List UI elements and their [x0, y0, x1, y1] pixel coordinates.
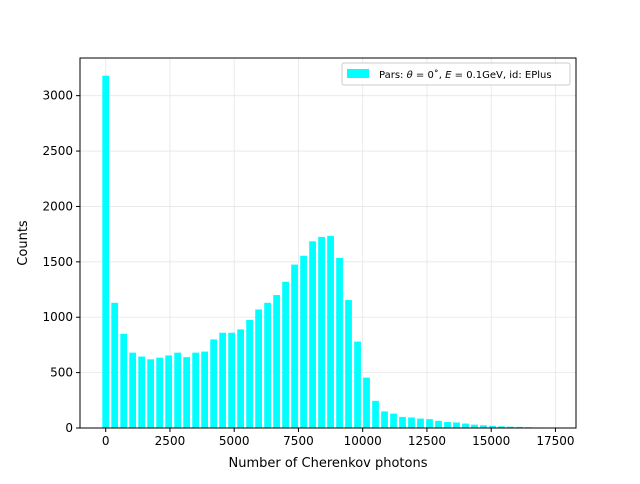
histogram-bar [426, 419, 433, 428]
histogram-bar [201, 352, 208, 428]
histogram-bar [435, 421, 442, 428]
histogram-bar [165, 355, 172, 428]
histogram-bar [318, 237, 325, 428]
y-tick-label: 1000 [42, 310, 73, 324]
legend-swatch [347, 69, 369, 78]
histogram-bar [399, 417, 406, 428]
histogram-bar [372, 401, 379, 428]
x-tick-label: 12500 [408, 434, 446, 448]
y-tick-label: 2000 [42, 199, 73, 213]
histogram-bar [183, 357, 190, 428]
histogram-bar [417, 419, 424, 428]
histogram-bar [282, 282, 289, 428]
histogram-bar [228, 333, 235, 428]
histogram-bar [363, 378, 370, 428]
histogram-bar [381, 411, 388, 428]
histogram-bar [156, 358, 163, 428]
histogram-bar [345, 300, 352, 428]
histogram-bar [390, 414, 397, 428]
histogram-bar [327, 236, 334, 428]
x-axis-label: Number of Cherenkov photons [229, 456, 428, 471]
x-tick-label: 0 [102, 434, 110, 448]
histogram-bar [462, 424, 469, 428]
histogram-bar [174, 353, 181, 428]
histogram-bar [444, 422, 451, 428]
histogram-bar [138, 357, 145, 428]
histogram-bar [237, 329, 244, 428]
legend: Pars: θ = 0˚, E = 0.1GeV, id: EPlus [342, 63, 570, 85]
y-tick-label: 1500 [42, 255, 73, 269]
legend-label: Pars: θ = 0˚, E = 0.1GeV, id: EPlus [379, 69, 552, 81]
histogram-bar [210, 339, 217, 428]
y-tick-label: 0 [65, 421, 73, 435]
x-tick-label: 2500 [155, 434, 186, 448]
histogram-bar [192, 353, 199, 428]
histogram-bar [147, 359, 154, 428]
y-tick-label: 3000 [42, 89, 73, 103]
y-axis-label: Counts [16, 220, 31, 266]
x-tick-label: 5000 [219, 434, 250, 448]
x-tick-label: 10000 [344, 434, 382, 448]
y-tick-label: 2500 [42, 144, 73, 158]
histogram-bar [111, 303, 118, 428]
legend-theta-value: = 0˚, [413, 69, 445, 81]
histogram-bar [273, 295, 280, 428]
histogram-bar [291, 265, 298, 428]
histogram-bar [102, 76, 109, 428]
histogram-bar [408, 417, 415, 428]
y-tick-label: 500 [50, 366, 73, 380]
histogram-bar [120, 334, 127, 428]
histogram-bar [219, 333, 226, 428]
histogram-bar [354, 342, 361, 428]
histogram-bar [336, 258, 343, 428]
legend-energy-value: = 0.1GeV, id: EPlus [452, 70, 552, 81]
x-tick-label: 15000 [472, 434, 510, 448]
legend-prefix: Pars: [379, 70, 407, 81]
histogram-bar [129, 353, 136, 428]
histogram-bar [255, 309, 262, 428]
histogram-bar [453, 422, 460, 428]
histogram-bar [300, 256, 307, 428]
histogram-bar [246, 320, 253, 428]
histogram-bar [309, 241, 316, 428]
x-tick-label: 7500 [283, 434, 314, 448]
histogram-bar [264, 303, 271, 428]
x-tick-label: 17500 [536, 434, 574, 448]
